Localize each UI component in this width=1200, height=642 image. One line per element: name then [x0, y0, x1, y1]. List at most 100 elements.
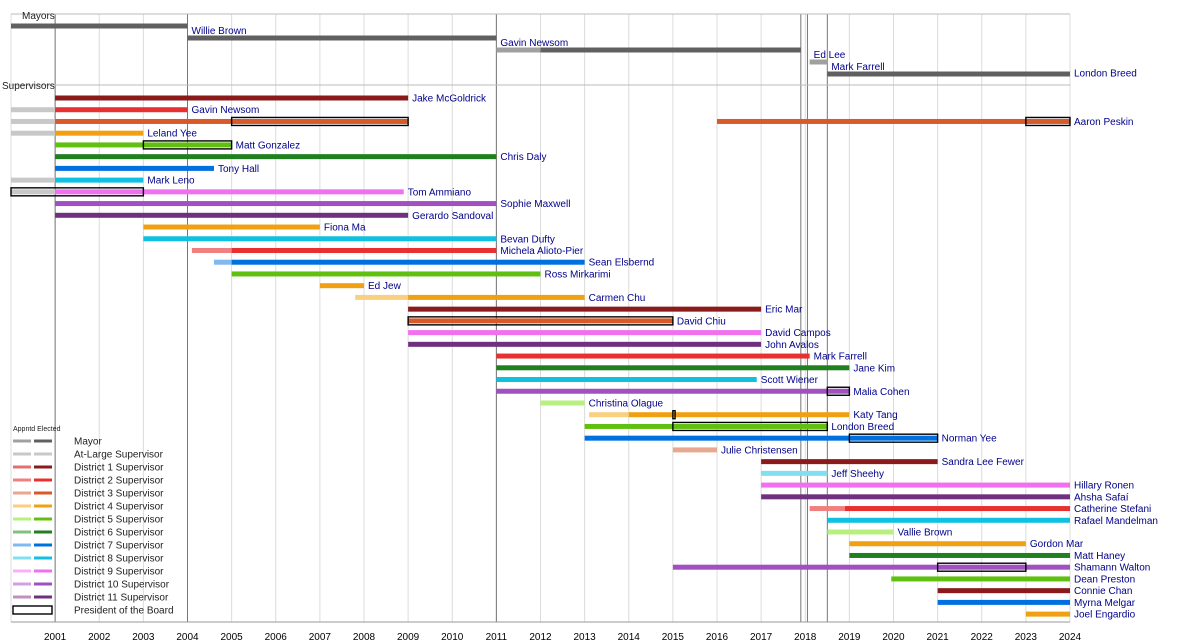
tick-label-2018: 2018: [794, 632, 817, 642]
name-label-11: Chris Daly: [500, 152, 546, 163]
term-bar-42-0: [827, 517, 1070, 523]
name-label-27: John Avalos: [765, 340, 819, 351]
term-bar-2-0: [496, 47, 541, 53]
president-term-46-0: [936, 562, 1027, 572]
term-bar-34-0: [584, 423, 828, 429]
name-label-21: Ross Mirkarimi: [545, 269, 611, 280]
name-label-48: Connie Chan: [1074, 586, 1132, 597]
name-label-19: Michela Alioto-Pier: [500, 246, 583, 257]
term-bar-38-0: [761, 470, 828, 476]
tick-label-2007: 2007: [309, 632, 332, 642]
legend-label-d4: District 4 Supervisor: [74, 502, 164, 513]
section-label-mayors: Mayors: [22, 11, 55, 22]
legend-swatch-elected-d1: [34, 465, 52, 469]
tick-label-2003: 2003: [132, 632, 155, 642]
tick-label-2002: 2002: [88, 632, 111, 642]
legend-swatch-elected-d3: [34, 491, 52, 495]
term-bar-0-0: [11, 23, 188, 29]
term-bar-17-0: [143, 224, 320, 230]
term-bar-33-1: [628, 412, 850, 418]
tick-label-2009: 2009: [397, 632, 420, 642]
name-label-39: Hillary Ronen: [1074, 481, 1134, 492]
legend-swatch-elected-d11: [34, 595, 52, 599]
legend-label-d10: District 10 Supervisor: [74, 580, 170, 591]
name-label-44: Gordon Mar: [1030, 539, 1084, 550]
term-bar-29-0: [496, 365, 850, 371]
tick-label-2021: 2021: [927, 632, 950, 642]
name-label-46: Shamann Walton: [1074, 563, 1150, 574]
name-label-8: Aaron Peskin: [1074, 117, 1133, 128]
legend-swatch-elected-d8: [34, 556, 52, 560]
legend-label-d6: District 6 Supervisor: [74, 528, 164, 539]
legend-swatch-appointed-d6: [13, 530, 31, 534]
term-bar-30-0: [496, 377, 757, 383]
legend-label-d2: District 2 Supervisor: [74, 476, 164, 487]
name-label-47: Dean Preston: [1074, 574, 1135, 585]
term-bar-20-1: [231, 259, 585, 265]
president-term-25-0: [407, 316, 674, 326]
term-bar-19-1: [231, 247, 497, 253]
term-bar-36-0: [672, 447, 717, 453]
tick-label-2016: 2016: [706, 632, 729, 642]
term-bar-41-1: [844, 506, 1070, 512]
legend-swatch-president: [12, 605, 53, 615]
x-axis-ticks: 2001 2002 2003 2004 2005 2006 2007 2008 2009 2010…: [44, 632, 1082, 642]
president-term-10-0: [142, 140, 233, 150]
term-bar-2-1: [540, 47, 801, 53]
legend-label-d5: District 5 Supervisor: [74, 515, 164, 526]
legend-label-d11: District 11 Supervisor: [74, 593, 169, 604]
legend-swatch-appointed-d9: [13, 569, 31, 573]
name-label-23: Carmen Chu: [589, 293, 646, 304]
legend-label-president: President of the Board: [74, 606, 174, 617]
legend-swatch-appointed-mayor: [13, 439, 31, 443]
tick-label-2023: 2023: [1015, 632, 1038, 642]
name-label-36: Julie Christensen: [721, 445, 798, 456]
term-bar-18-0: [143, 236, 497, 242]
term-bar-48-0: [937, 588, 1070, 594]
tick-label-2017: 2017: [750, 632, 773, 642]
president-term-34-0: [672, 421, 829, 432]
term-bar-11-0: [55, 154, 497, 160]
legend-swatch-elected-d4: [34, 504, 52, 508]
term-bar-19-0: [191, 247, 232, 253]
name-label-20: Sean Elsbernd: [589, 258, 655, 269]
term-bar-4-0: [827, 71, 1070, 77]
name-label-25: David Chiu: [677, 316, 726, 327]
tick-label-2011: 2011: [486, 632, 508, 642]
term-bar-23-0: [355, 294, 409, 300]
term-bar-8-2: [717, 118, 1070, 124]
term-bar-12-0: [55, 165, 214, 171]
term-bar-14-1: [55, 189, 404, 195]
term-bar-39-0: [761, 482, 1070, 488]
name-label-32: Christina Olague: [589, 398, 664, 409]
legend-label-at_large: At-Large Supervisor: [74, 450, 164, 461]
legend-label-d3: District 3 Supervisor: [74, 489, 164, 500]
tick-label-2008: 2008: [353, 632, 376, 642]
term-bar-1-0: [187, 35, 497, 41]
name-label-45: Matt Haney: [1074, 551, 1125, 562]
name-label-13: Mark Leno: [147, 176, 195, 187]
term-bar-6-0: [55, 95, 409, 101]
term-bar-32-0: [540, 400, 585, 406]
legend-label-d7: District 7 Supervisor: [74, 541, 164, 552]
term-bar-13-1: [55, 177, 144, 183]
tick-label-2001: 2001: [44, 632, 67, 642]
president-term-8-0: [230, 116, 409, 127]
name-label-41: Catherine Stefani: [1074, 504, 1151, 515]
term-bar-8-0: [11, 118, 56, 124]
president-term-33-0: [672, 410, 676, 420]
term-bar-3-0: [809, 59, 828, 65]
tick-label-2015: 2015: [662, 632, 685, 642]
tick-label-2006: 2006: [265, 632, 288, 642]
legend-swatch-elected-d6: [34, 530, 52, 534]
legend-swatch-elected-d5: [34, 517, 52, 521]
tick-label-2019: 2019: [838, 632, 861, 642]
term-bar-37-0: [761, 459, 938, 465]
term-bar-45-0: [849, 552, 1070, 558]
tick-label-2014: 2014: [618, 632, 641, 642]
term-bar-31-0: [496, 388, 850, 394]
legend-swatch-elected-d10: [34, 582, 52, 586]
term-bars: [10, 23, 1071, 617]
legend-swatch-appointed-at_large: [13, 452, 31, 456]
name-label-43: Vallie Brown: [898, 528, 953, 539]
